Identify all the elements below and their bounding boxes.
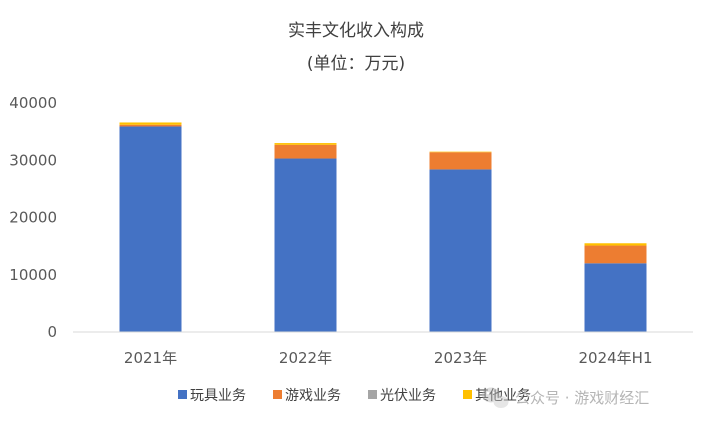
legend-swatch	[463, 390, 472, 399]
chart-subtitle: (单位：万元)	[307, 54, 405, 74]
legend-swatch	[178, 390, 187, 399]
x-tick-label: 2023年	[434, 349, 487, 367]
x-tick-label: 2024年H1	[579, 349, 653, 367]
legend-label: 光伏业务	[380, 388, 436, 404]
plot-area	[119, 122, 647, 332]
y-tick-label: 0	[47, 323, 57, 341]
y-axis: 0 10000 20000 30000 40000	[9, 94, 57, 341]
x-axis: 2021年 2022年 2023年 2024年H1	[124, 349, 653, 367]
legend-label: 游戏业务	[285, 388, 341, 404]
legend: 玩具业务 游戏业务 光伏业务 其他业务	[178, 388, 531, 404]
legend-swatch	[368, 390, 377, 399]
legend-label: 玩具业务	[190, 388, 246, 404]
x-tick-label: 2022年	[279, 349, 332, 367]
bar-segment	[274, 158, 337, 332]
wechat-icon	[482, 387, 509, 408]
chart-title: 实丰文化收入构成	[288, 21, 424, 41]
bar-segment	[429, 151, 492, 153]
bar-segment	[429, 169, 492, 332]
y-tick-label: 40000	[9, 94, 57, 112]
y-tick-label: 10000	[9, 266, 57, 284]
bar-segment	[119, 126, 182, 332]
bar-segment	[119, 122, 182, 125]
bar-segment	[119, 124, 182, 127]
bar-segment	[584, 243, 647, 246]
y-tick-label: 20000	[9, 209, 57, 227]
legend-swatch	[273, 390, 282, 399]
bar-segment	[584, 245, 647, 264]
legend-label: 其他业务	[475, 388, 531, 404]
bar-segment	[274, 144, 337, 159]
bar-segment	[429, 152, 492, 170]
bar-segment	[584, 263, 647, 332]
watermark: 公众号 · 游戏财经汇	[482, 387, 649, 408]
bar-segment	[274, 143, 337, 145]
y-tick-label: 30000	[9, 151, 57, 169]
x-tick-label: 2021年	[124, 349, 177, 367]
watermark-text: 公众号 · 游戏财经汇	[515, 389, 649, 407]
